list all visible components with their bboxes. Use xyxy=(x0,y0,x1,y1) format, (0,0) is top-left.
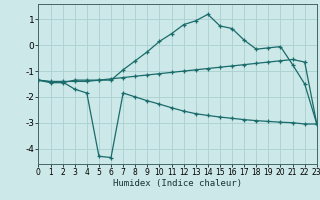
X-axis label: Humidex (Indice chaleur): Humidex (Indice chaleur) xyxy=(113,179,242,188)
